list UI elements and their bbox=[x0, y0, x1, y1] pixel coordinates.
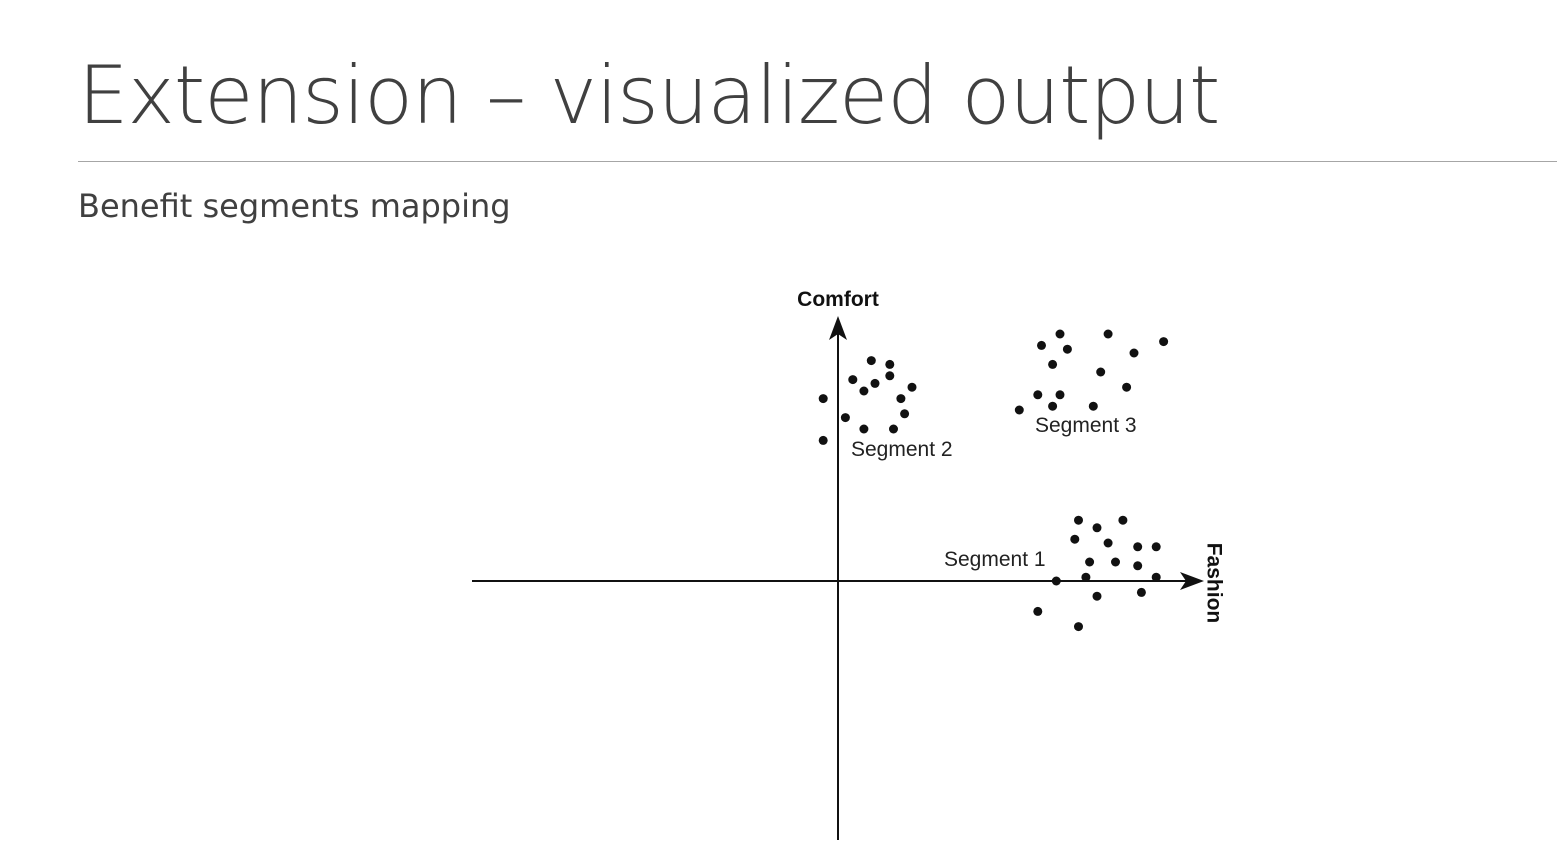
horizontal-axis-arrow-icon bbox=[1180, 572, 1204, 590]
segment-1-point-2 bbox=[1092, 523, 1102, 533]
segment-2-point-3 bbox=[885, 371, 895, 381]
segment-3-point-5 bbox=[1159, 337, 1169, 347]
segment-3-point-2 bbox=[1037, 340, 1046, 350]
segment-2-point-5 bbox=[870, 378, 880, 388]
segment-2-point-8 bbox=[896, 394, 906, 404]
vertical-axis-arrow-icon bbox=[829, 316, 847, 340]
segment-1-point-17 bbox=[1074, 622, 1083, 632]
segment-2-label: Segment 2 bbox=[851, 438, 953, 461]
segment-1-point-15 bbox=[1092, 591, 1102, 601]
segment-3-point-6 bbox=[1129, 348, 1139, 358]
horizontal-axis bbox=[472, 572, 1204, 590]
segment-3-point-3 bbox=[1062, 344, 1072, 354]
segment-3-point-8 bbox=[1096, 367, 1106, 377]
segment-1-point-11 bbox=[1051, 576, 1061, 586]
slide-title: Extension – visualized output bbox=[78, 49, 1220, 142]
vertical-axis bbox=[829, 316, 847, 840]
vertical-axis-label: Comfort bbox=[797, 288, 879, 311]
segment-1-point-1 bbox=[1074, 515, 1083, 525]
segment-2-point-2 bbox=[885, 359, 895, 369]
segment-1-point-12 bbox=[1081, 572, 1091, 582]
title-divider bbox=[78, 161, 1557, 162]
segment-1-point-13 bbox=[1151, 572, 1161, 582]
segment-1-point-3 bbox=[1118, 515, 1128, 525]
segment-1-point-16 bbox=[1033, 606, 1043, 616]
segment-3-point-11 bbox=[1055, 390, 1065, 400]
segment-1-point-14 bbox=[1136, 587, 1146, 597]
segment-2-point-9 bbox=[818, 394, 828, 404]
segment-1-label: Segment 1 bbox=[944, 548, 1046, 571]
segment-2-point-13 bbox=[889, 424, 898, 434]
segment-1-point-9 bbox=[1111, 557, 1120, 567]
segment-3-point-4 bbox=[1103, 329, 1113, 339]
segment-2-point-11 bbox=[840, 413, 850, 423]
segment-3-label: Segment 3 bbox=[1035, 414, 1137, 437]
segment-3-point-1 bbox=[1055, 329, 1065, 339]
segment-2-point-10 bbox=[900, 409, 910, 419]
segment-3-point-9 bbox=[1122, 382, 1132, 392]
segment-2-point-7 bbox=[907, 382, 917, 392]
segment-3-point-7 bbox=[1048, 359, 1058, 369]
segment-1-point-4 bbox=[1070, 534, 1080, 544]
segment-3-point-13 bbox=[1048, 401, 1058, 411]
segment-1-point-6 bbox=[1133, 542, 1143, 552]
segment-2-point-14 bbox=[818, 435, 828, 445]
horizontal-axis-label: Fashion bbox=[1202, 543, 1225, 624]
segment-1-point-10 bbox=[1133, 561, 1143, 571]
segment-3-point-10 bbox=[1033, 390, 1043, 400]
segment-2-point-6 bbox=[859, 386, 869, 396]
segment-1-point-5 bbox=[1103, 538, 1113, 548]
segment-3-point-12 bbox=[1088, 401, 1098, 411]
segment-2-point-4 bbox=[848, 375, 858, 385]
slide-subtitle: Benefit segments mapping bbox=[78, 187, 511, 225]
segment-3-point-14 bbox=[1014, 405, 1024, 415]
segment-2-point-12 bbox=[859, 424, 869, 434]
segment-points bbox=[818, 329, 1169, 632]
segment-2-point-1 bbox=[866, 356, 876, 366]
segment-1-point-7 bbox=[1151, 542, 1161, 552]
segment-1-point-8 bbox=[1085, 557, 1095, 567]
